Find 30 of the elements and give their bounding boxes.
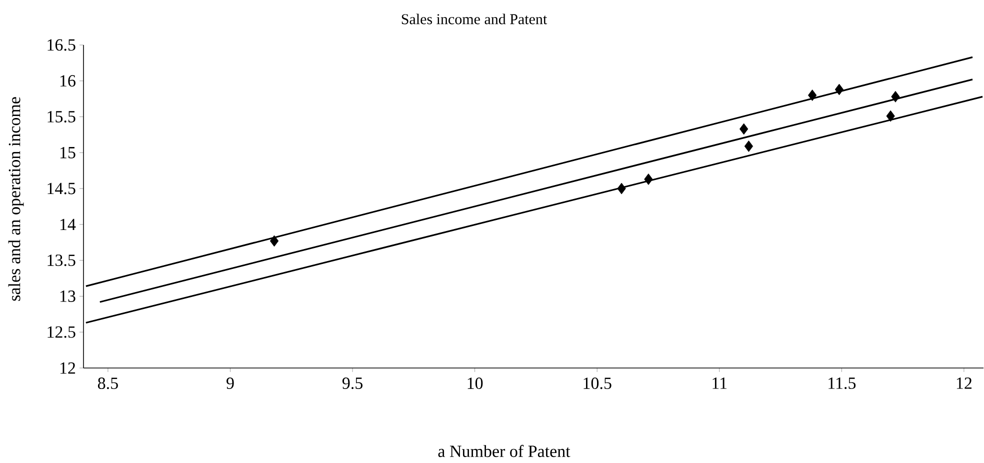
x-tick-label: 10 <box>468 378 483 390</box>
point <box>808 90 817 101</box>
point <box>891 90 900 102</box>
x-tick-label: 8.5 <box>98 378 118 390</box>
point <box>834 84 844 96</box>
x-tick-label: 9.5 <box>342 378 362 390</box>
y-tick-label: 16.5 <box>48 39 76 51</box>
x-axis-title: a Number of Patent <box>438 444 570 458</box>
point <box>644 174 653 185</box>
y-tick-label: 14.5 <box>48 182 76 194</box>
x-tick-label: 11 <box>712 378 727 389</box>
x-tick-label: 10.5 <box>584 378 612 390</box>
y-tick-label: 14 <box>60 218 76 230</box>
point <box>744 140 754 152</box>
x-tick-label: 12 <box>956 378 972 389</box>
point <box>617 182 626 194</box>
y-tick-label: 12 <box>60 362 76 374</box>
x-tick-label: 9 <box>226 378 234 389</box>
y-tick-label: 12.5 <box>48 326 76 338</box>
y-tick-label: 13.5 <box>48 254 76 266</box>
point <box>270 235 279 247</box>
y-tick-label: 15 <box>60 146 76 158</box>
y-tick-label: 16 <box>60 75 76 87</box>
x-tick-label: 11.5 <box>828 378 856 389</box>
y-tick-label: 13 <box>60 290 76 302</box>
point <box>740 123 748 135</box>
chart-title: Sales income and Patent <box>402 14 548 24</box>
point <box>886 110 895 122</box>
y-tick-label: 15.5 <box>48 111 76 122</box>
y-axis-title: sales and an operation income <box>8 97 24 301</box>
